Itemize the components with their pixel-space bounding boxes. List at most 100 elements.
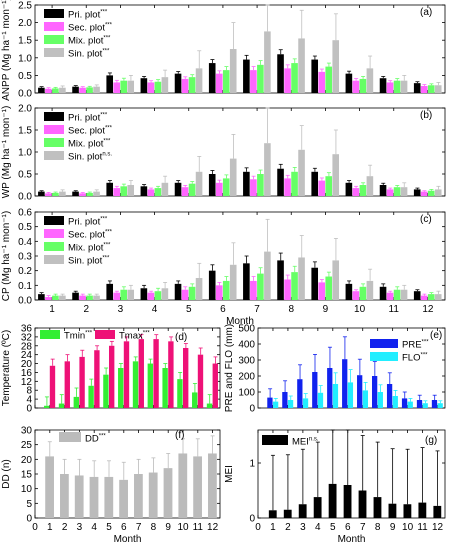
x-tick-label: 5 xyxy=(330,522,336,533)
bar-sec-plot xyxy=(420,85,428,93)
x-tick-label: 8 xyxy=(151,522,157,533)
legend-label: Pri. plot*** xyxy=(68,10,108,21)
bar-mix-plot xyxy=(359,286,367,300)
bar-sec-plot xyxy=(113,292,121,300)
bar-sec-plot xyxy=(284,178,291,196)
bar-pri-plot xyxy=(174,182,182,196)
legend-significance: *** xyxy=(100,113,108,119)
legend-swatch xyxy=(44,35,64,44)
bar-mix-plot xyxy=(222,280,230,300)
bar-sec-plot xyxy=(147,292,155,300)
bar-pri-plot xyxy=(72,191,79,196)
y-tick-label: 300 xyxy=(238,356,255,367)
bar-mix-plot xyxy=(325,66,333,93)
bar-sin-plot xyxy=(127,80,135,93)
bar-sec-plot xyxy=(250,70,257,93)
bar-mix-plot xyxy=(222,70,230,93)
bar-sin-plot xyxy=(93,295,100,300)
y-tick-label: 0.6 xyxy=(18,208,32,219)
bar-tmin xyxy=(192,392,198,408)
y-tick-label: 5 xyxy=(26,499,32,510)
legend-swatch xyxy=(44,151,64,160)
bar-dd xyxy=(60,474,69,518)
bar-sec-plot xyxy=(181,289,189,300)
legend-significance: *** xyxy=(103,139,111,145)
y-tick-label: 0 xyxy=(249,404,255,415)
x-axis-label: Month xyxy=(338,534,366,545)
bar-tmin xyxy=(206,403,213,408)
x-tick-label: 12 xyxy=(422,304,434,315)
legend-label: Pri. plot*** xyxy=(68,113,108,124)
bar-pri-plot xyxy=(243,59,250,93)
bar-mei xyxy=(298,504,307,518)
bar-mix-plot xyxy=(359,78,367,93)
bar-sec-plot xyxy=(318,71,326,93)
bar-pri-plot xyxy=(174,73,182,93)
bar-sin-plot xyxy=(264,31,271,93)
bar-tmax xyxy=(197,354,204,408)
bar-mei xyxy=(358,490,367,518)
bar-flo xyxy=(362,390,369,408)
bar-tmax xyxy=(123,341,130,408)
bar-tmax xyxy=(212,363,218,408)
y-tick-label: 20 xyxy=(21,359,33,370)
bar-tmin xyxy=(58,403,65,408)
bar-mix-plot xyxy=(188,183,196,196)
x-tick-label: 6 xyxy=(345,522,351,533)
y-tick-label: 1.5 xyxy=(18,36,32,47)
bar-sec-plot xyxy=(250,280,257,300)
y-tick-label: 0.3 xyxy=(18,252,32,263)
bar-dd xyxy=(89,476,99,518)
bar-tmin xyxy=(162,368,168,408)
bar-sin-plot xyxy=(366,280,374,300)
bar-pri-plot xyxy=(208,174,216,196)
y-tick-label: 28 xyxy=(21,341,33,352)
legend-significance: n.s. xyxy=(309,437,319,443)
bar-pri-plot xyxy=(243,171,250,196)
bar-pri-plot xyxy=(140,186,148,196)
bar-pri-plot xyxy=(140,78,148,93)
bar-sin-plot xyxy=(127,289,135,300)
bar-mix-plot xyxy=(427,85,435,93)
bar-pre xyxy=(327,368,333,408)
x-tick-label: 4 xyxy=(152,304,158,315)
plot-frame xyxy=(34,4,446,94)
bar-sin-plot xyxy=(59,191,66,196)
bar-tmax xyxy=(183,348,189,408)
bar-pri-plot xyxy=(277,168,284,196)
y-tick-label: 0.1 xyxy=(18,281,32,292)
bar-tmax xyxy=(138,339,144,408)
y-tick-label: 15 xyxy=(21,470,33,481)
bar-pri-plot xyxy=(208,270,216,300)
bar-mix-plot xyxy=(154,188,162,196)
bar-tmax xyxy=(64,361,70,408)
bar-sec-plot xyxy=(45,193,52,196)
bar-mix-plot xyxy=(120,289,128,300)
bar-mix-plot xyxy=(154,291,162,300)
bar-tmin xyxy=(177,379,183,408)
legend-significance: *** xyxy=(85,331,93,337)
bar-dd xyxy=(193,456,202,518)
bar-pri-plot xyxy=(277,260,284,300)
panel-label: (d) xyxy=(175,332,187,343)
x-axis-label: Month xyxy=(226,316,254,327)
bar-mix-plot xyxy=(86,192,93,196)
bar-flo xyxy=(392,396,398,408)
legend-swatch xyxy=(44,229,64,238)
bar-sin-plot xyxy=(400,289,408,300)
legend-significance: *** xyxy=(100,10,108,16)
bar-sin-plot xyxy=(229,158,237,196)
bar-mix-plot xyxy=(325,176,333,196)
bar-mix-plot xyxy=(188,77,196,93)
legend-label: PRE*** xyxy=(402,340,429,351)
legend-significance: *** xyxy=(102,49,110,55)
y-tick-label: 4 xyxy=(26,395,32,406)
bar-tmax xyxy=(109,345,115,408)
bar-mei xyxy=(283,509,292,518)
legend-swatch xyxy=(370,352,398,361)
bar-sec-plot xyxy=(420,191,428,196)
y-tick-label: 0.0 xyxy=(18,89,32,100)
y-tick-label: 0.5 xyxy=(18,222,32,233)
bar-pri-plot xyxy=(72,292,79,300)
